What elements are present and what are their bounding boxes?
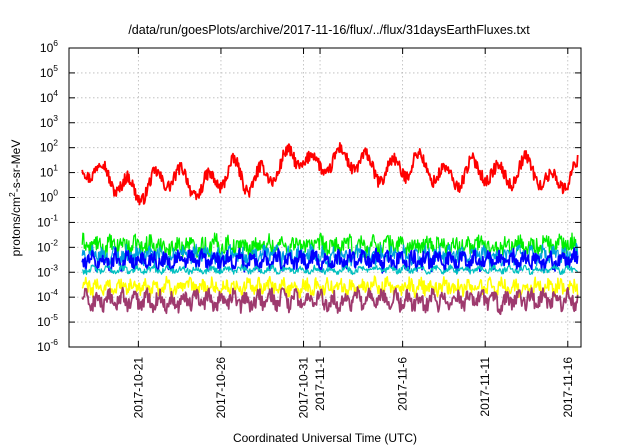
plot-frame: [68, 47, 582, 348]
axes: 10-6 10-5 10-4 10-3 10-2 10-1 100 101 102 103 104 1…: [37, 38, 581, 418]
x-tick-label: 2017-11-1: [313, 357, 327, 411]
y-tick-label: 102: [40, 138, 58, 155]
y-tick-label: 10-1: [37, 212, 58, 229]
x-tick-label: 2017-11-6: [396, 357, 410, 411]
x-tick-label: 2017-10-21: [131, 357, 145, 419]
y-tick-label: 10-6: [37, 337, 58, 354]
y-tick-label: 10-3: [37, 262, 58, 279]
x-tick-label: 2017-11-16: [561, 357, 575, 418]
series-layer: [81, 141, 579, 316]
y-tick-label: 106: [40, 38, 58, 55]
y-tick-label: 104: [40, 88, 58, 105]
series-line: [81, 286, 579, 316]
chart-title: /data/run/goesPlots/archive/2017-11-16/f…: [128, 23, 530, 37]
series-line: [82, 264, 578, 276]
y-tick-label: 10-5: [37, 312, 58, 329]
y-tick-label: 101: [40, 163, 58, 180]
y-tick-label: 100: [40, 188, 58, 205]
y-tick-label: 10-2: [37, 237, 58, 254]
x-tick-label: 2017-10-26: [214, 357, 228, 419]
y-tick-label: 10-4: [37, 287, 58, 304]
x-axis-label: Coordinated Universal Time (UTC): [233, 431, 417, 445]
y-axis-label: protons/cm2-s-sr-MeV: [7, 140, 23, 257]
y-tick-label: 105: [40, 63, 58, 80]
series-line: [81, 232, 579, 260]
x-tick-label: 2017-11-11: [478, 357, 492, 417]
series-line: [81, 141, 579, 206]
x-tick-label: 2017-10-31: [297, 357, 311, 419]
y-tick-label: 103: [40, 113, 58, 130]
